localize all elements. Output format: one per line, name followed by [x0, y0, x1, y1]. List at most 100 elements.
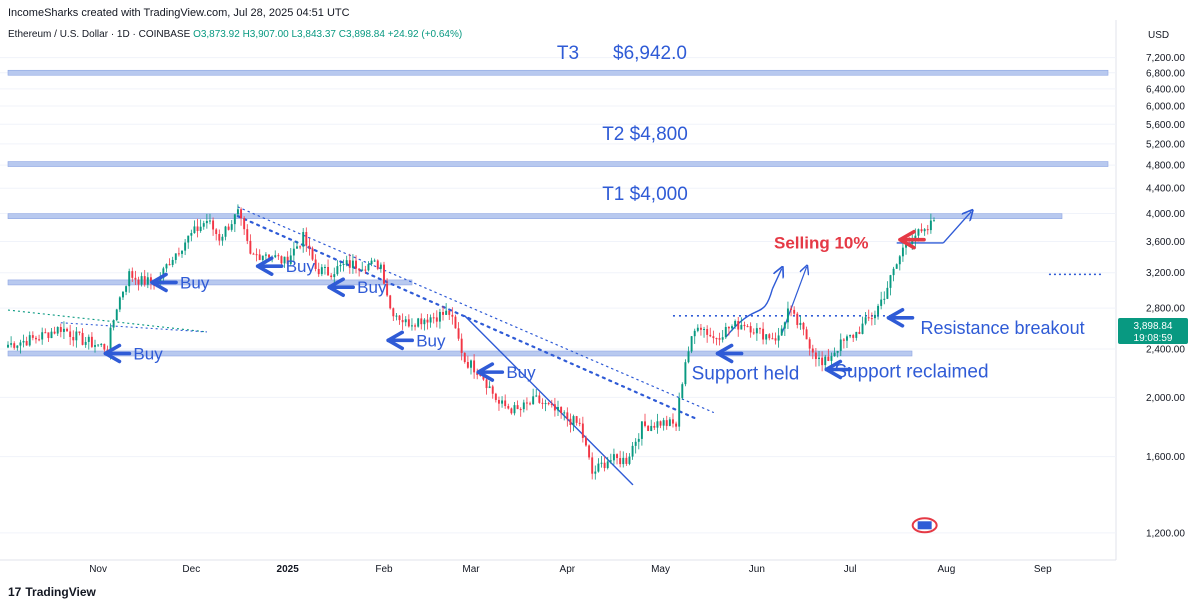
candle — [364, 265, 367, 274]
candle-body — [292, 248, 295, 256]
candle-body — [261, 255, 264, 261]
candle-body — [637, 438, 640, 442]
candle-body — [466, 362, 469, 368]
candle-body — [712, 336, 715, 339]
candle — [550, 399, 553, 408]
candle — [227, 223, 230, 231]
candle-body — [209, 220, 211, 222]
level-band — [7, 350, 913, 357]
candle — [681, 382, 684, 400]
candle — [507, 403, 510, 410]
candle — [668, 417, 671, 427]
candle-body — [28, 335, 31, 346]
candle-body — [323, 266, 326, 268]
candle — [401, 313, 404, 330]
candle — [69, 324, 72, 346]
candle-body — [799, 322, 802, 325]
candle-body — [109, 327, 112, 352]
candle-body — [435, 317, 438, 322]
candle — [395, 313, 398, 321]
candle-body — [240, 209, 243, 219]
candle-body — [923, 229, 926, 232]
candle-body — [376, 260, 379, 269]
candle — [426, 314, 429, 330]
candle — [22, 334, 25, 348]
candle-body — [429, 317, 432, 323]
candle-body — [243, 218, 246, 230]
candle-body — [572, 416, 575, 426]
candle-body — [10, 343, 13, 345]
tradingview-logo[interactable]: 17 TradingView — [8, 585, 96, 599]
candle — [678, 392, 681, 431]
candle — [699, 323, 702, 336]
candle — [740, 317, 743, 330]
candle — [926, 224, 929, 235]
candle — [100, 343, 103, 348]
candle — [519, 407, 522, 417]
candle-body — [566, 412, 569, 419]
candle-body — [122, 291, 124, 298]
candle-body — [445, 310, 448, 315]
candle — [762, 322, 765, 345]
candle — [75, 327, 78, 348]
candle-body — [740, 324, 743, 330]
candle-body — [470, 360, 472, 368]
candle — [255, 248, 258, 262]
candle-body — [379, 264, 382, 269]
candle-body — [482, 375, 485, 380]
candle — [877, 303, 880, 320]
candle-body — [90, 336, 93, 347]
candle-body — [886, 287, 889, 299]
projection-arrow-2 — [781, 267, 807, 335]
candle-body — [473, 360, 476, 373]
candle — [759, 327, 761, 334]
candle — [50, 328, 53, 339]
price-tick-label: 2,800.00 — [1146, 304, 1185, 315]
price-tick-label: 7,200.00 — [1146, 53, 1185, 64]
candle-body — [786, 308, 789, 323]
candle — [790, 305, 793, 317]
candle — [858, 326, 861, 335]
candle — [355, 255, 357, 274]
candle — [687, 346, 690, 364]
countdown-timer: 19:08:59 — [1134, 333, 1173, 344]
candle-body — [516, 405, 519, 410]
candle-body — [227, 226, 230, 230]
candle-body — [718, 338, 721, 340]
candle-body — [339, 264, 342, 267]
candle-body — [392, 308, 395, 317]
candle — [448, 310, 451, 320]
price-tick-label: 6,400.00 — [1146, 84, 1185, 95]
candle — [205, 213, 208, 229]
candle — [445, 303, 448, 315]
time-tick-label: Mar — [462, 564, 480, 575]
candle-body — [706, 329, 709, 335]
candle-body — [743, 324, 746, 327]
candle-body — [286, 256, 289, 264]
candle — [901, 241, 904, 262]
candle — [774, 332, 777, 345]
time-tick-label: May — [651, 564, 670, 575]
candle-body — [625, 457, 628, 464]
candle — [628, 453, 631, 466]
candle-body — [112, 320, 115, 328]
candle-body — [118, 297, 121, 310]
candle — [572, 414, 575, 432]
candle — [323, 264, 326, 275]
candle-body — [737, 321, 740, 330]
candle — [420, 313, 423, 330]
candle-body — [463, 352, 466, 363]
candle — [824, 354, 827, 370]
candle — [277, 253, 280, 260]
candle-body — [442, 311, 444, 315]
candle-body — [159, 278, 162, 282]
candle — [563, 410, 566, 421]
symbol-name[interactable]: Ethereum / U.S. Dollar · 1D · COINBASE — [8, 29, 191, 40]
candle-body — [585, 437, 587, 446]
candle — [268, 254, 270, 258]
candle — [407, 314, 410, 328]
candle-body — [513, 405, 516, 414]
candle-body — [401, 320, 404, 323]
blue-dotted-trendline — [60, 322, 207, 333]
